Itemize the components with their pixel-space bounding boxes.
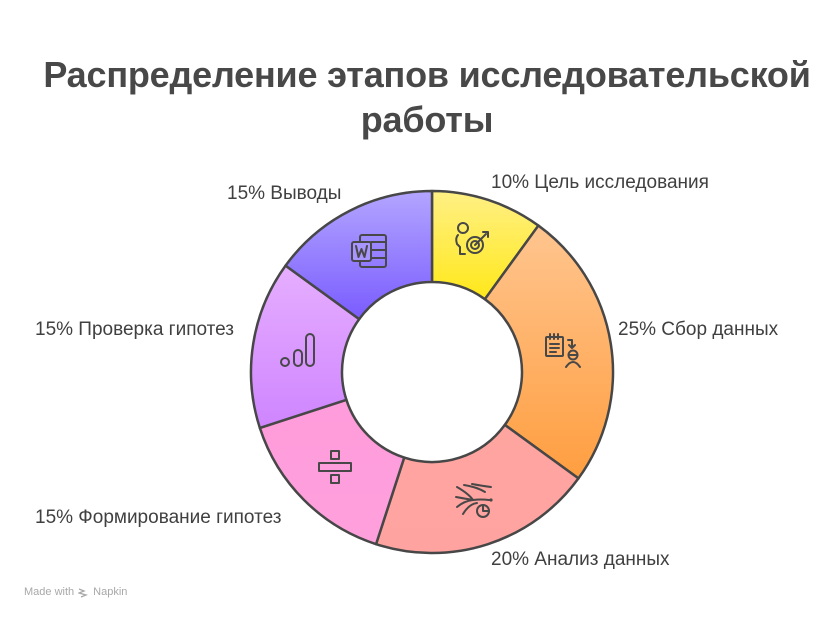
made-with-text: Made with — [24, 586, 75, 598]
label-data-collection: 25% Сбор данных — [618, 319, 779, 340]
chart-title-line-2: работы — [360, 99, 494, 140]
label-goal: 10% Цель исследования — [491, 172, 709, 193]
divide-icon — [318, 450, 352, 484]
napkin-watermark: Made with Napkin — [24, 586, 127, 598]
label-hypothesis-forming: 15% Формирование гипотез — [35, 507, 282, 528]
word-document-icon — [351, 234, 387, 268]
label-hypothesis-testing: 15% Проверка гипотез — [35, 319, 235, 340]
chart-title-line-1: Распределение этапов исследовательской — [43, 54, 811, 95]
clipboard-person-icon — [545, 333, 581, 368]
chart-title: Распределение этапов исследовательской р… — [0, 52, 834, 142]
napkin-brand-text: Napkin — [93, 586, 128, 598]
person-target-icon — [455, 222, 489, 255]
label-conclusions: 15% Выводы — [227, 183, 342, 204]
label-data-analysis: 20% Анализ данных — [491, 549, 670, 570]
flow-pie-icon — [455, 483, 493, 518]
bar-chart-icon — [280, 333, 315, 367]
napkin-logo-icon — [78, 587, 89, 598]
segment-data-collection — [483, 224, 615, 480]
